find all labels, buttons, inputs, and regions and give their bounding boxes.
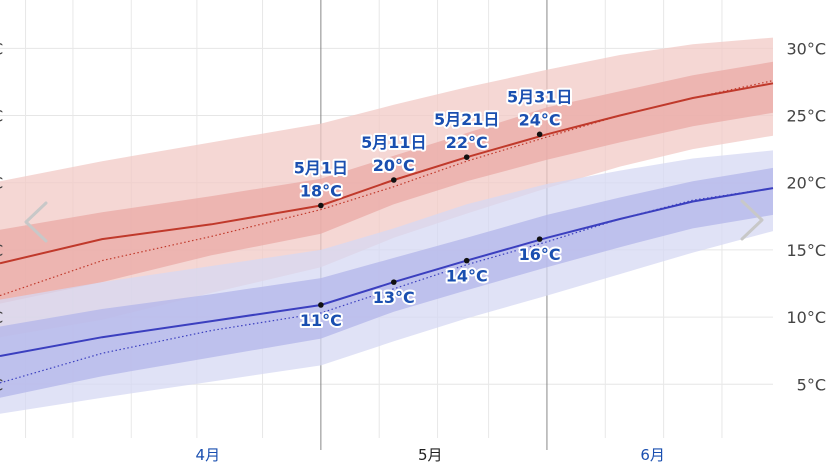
y-tick-label: 20°C [786,174,826,193]
data-point-marker [536,236,543,242]
y-tick-label: 15°C [786,241,826,260]
y-tick-label-left: C [0,174,3,193]
data-point-marker [536,131,543,138]
x-axis: 4月 5月 6月 [196,446,665,464]
month-label: 5月 [418,446,443,464]
line-layer [0,80,774,384]
y-tick-label-left: C [0,39,3,58]
low-dotted-line [0,187,774,384]
y-tick-label-left: C [0,107,3,126]
y-tick-label-left: C [0,241,3,260]
annotation-layer: 5月1日 18°C 5月11日 20°C 5月21日 22°C 5月31日 24°C 11°C 1… [292,85,575,332]
y-tick-label: 30°C [786,39,826,58]
data-point-marker [390,177,397,183]
month-label: 6月 [640,446,665,464]
annotation-value: 18°C [300,182,342,201]
annotation-date: 5月11日 [361,133,426,152]
annotation-value: 11°C [300,311,342,330]
annotation-value: 20°C [373,156,415,175]
data-point-marker [318,202,324,209]
high-series-line [0,82,774,265]
data-point-marker [318,302,324,308]
chevron-left-icon[interactable] [24,201,48,243]
data-point-marker [463,154,470,160]
chevron-right-icon[interactable] [740,199,764,241]
nav-layer[interactable] [24,199,764,243]
y-tick-label: 5°C [797,375,826,394]
annotation-value: 14°C [446,267,488,286]
annotation-value: 13°C [373,288,415,307]
y-tick-label-left: C [0,375,3,394]
annotation-date: 5月21日 [434,110,499,129]
annotation-value: 22°C [446,133,488,152]
band-layer [0,37,773,414]
data-point-marker [390,279,397,285]
low-series-line [0,187,774,357]
y-tick-label: 25°C [786,107,826,126]
data-point-marker [463,257,470,264]
y-tick-label: 10°C [786,308,826,327]
annotation-date: 5月1日 [294,159,348,178]
low-inner-band [0,167,773,398]
annotation-value: 24°C [519,110,561,129]
month-label: 4月 [196,446,221,464]
y-tick-label-left: C [0,308,3,327]
annotation-date: 5月31日 [507,87,572,106]
annotation-value: 16°C [519,245,561,264]
y-axis: 5°C C 10°C C 15°C C 20°C C 25°C C 30°C C [0,39,826,394]
